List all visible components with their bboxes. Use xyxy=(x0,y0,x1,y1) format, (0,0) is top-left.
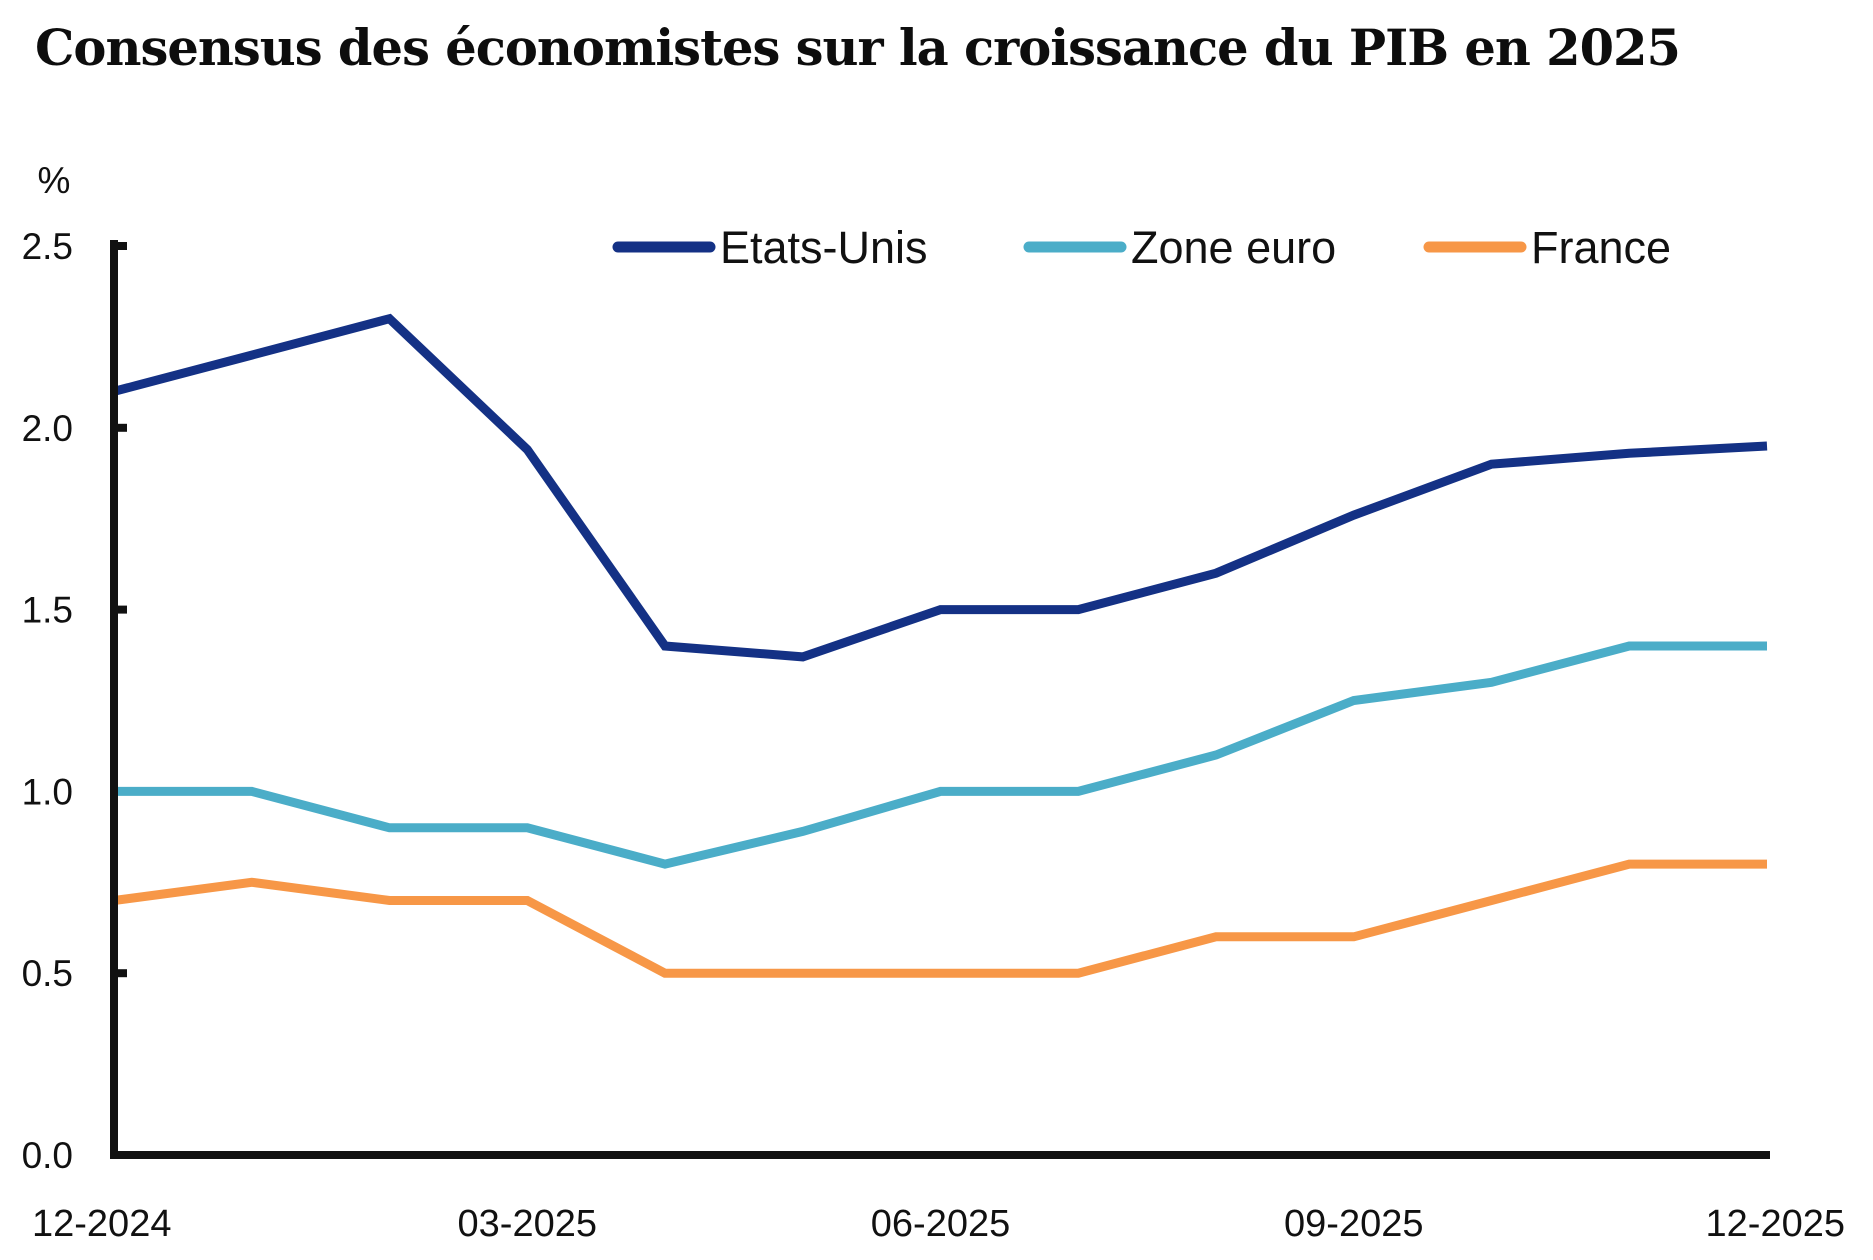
y-tick-label: 0.5 xyxy=(22,953,73,994)
series-lines xyxy=(112,313,1768,978)
series-line-etats-unis xyxy=(112,313,1768,662)
x-tick-label: 12-2025 xyxy=(1706,1203,1845,1245)
legend-item: France xyxy=(1423,222,1671,273)
x-tick-label: 09-2025 xyxy=(1284,1203,1423,1245)
y-tick-label: 0.0 xyxy=(22,1135,73,1176)
legend-label: Zone euro xyxy=(1131,222,1336,273)
series-line-zone-euro xyxy=(114,641,1767,869)
x-tick-label: 12-2024 xyxy=(32,1203,171,1245)
legend-label: Etats-Unis xyxy=(720,222,928,273)
legend-item: Zone euro xyxy=(1023,222,1336,273)
y-axis-ticks: 0.0 0.5 1.0 1.5 2.0 2.5 xyxy=(22,226,127,1176)
y-tick-label: 1.5 xyxy=(22,590,73,631)
y-axis-unit-label: % xyxy=(38,160,71,201)
x-tick-label: 03-2025 xyxy=(458,1203,597,1245)
y-tick-label: 1.0 xyxy=(22,771,73,812)
x-tick-label: 06-2025 xyxy=(871,1203,1010,1245)
legend-item: Etats-Unis xyxy=(612,222,928,273)
y-tick-label: 2.5 xyxy=(22,226,73,267)
chart-title: Consensus des économistes sur la croissa… xyxy=(35,18,1681,77)
legend: Etats-Unis Zone euro France xyxy=(612,222,1671,273)
x-axis-ticks: 12-2024 03-2025 06-2025 09-2025 12-2025 xyxy=(32,1203,1845,1245)
legend-label: France xyxy=(1531,222,1671,273)
series-line-france xyxy=(113,859,1767,978)
y-tick-label: 2.0 xyxy=(22,408,73,449)
